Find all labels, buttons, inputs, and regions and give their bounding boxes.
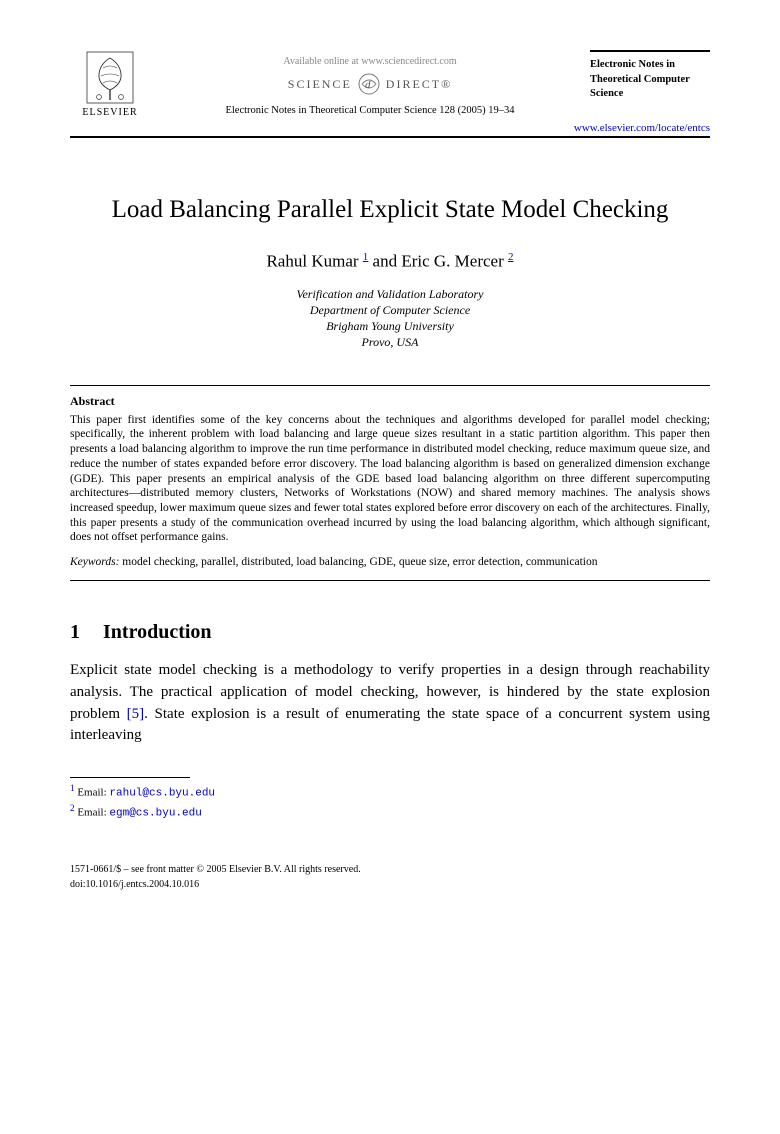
abstract-rule-bottom	[70, 580, 710, 581]
sciencedirect-logo: SCIENCE d DIRECT®	[288, 73, 452, 95]
footnote-2-label: Email:	[75, 807, 110, 819]
footnote-1: 1 Email: rahul@cs.byu.edu	[70, 782, 710, 802]
sd-left: SCIENCE	[288, 77, 352, 92]
affiliation-line-3: Brigham Young University	[70, 318, 710, 334]
svg-text:d: d	[365, 79, 373, 91]
section-1-title: Introduction	[103, 621, 212, 643]
author-2-footnote-link[interactable]: 2	[508, 251, 514, 263]
authors-line: Rahul Kumar 1 and Eric G. Mercer 2	[70, 251, 710, 272]
section-1-paragraph: Explicit state model checking is a metho…	[70, 660, 710, 747]
affiliation-line-1: Verification and Validation Laboratory	[70, 286, 710, 302]
footer-block: 1571-0661/$ – see front matter © 2005 El…	[70, 862, 710, 892]
author-1-footnote-link[interactable]: 1	[363, 251, 369, 263]
paper-title: Load Balancing Parallel Explicit State M…	[70, 194, 710, 225]
affiliation-block: Verification and Validation Laboratory D…	[70, 286, 710, 351]
abstract-rule-top	[70, 385, 710, 386]
author-2-name: Eric G. Mercer	[401, 252, 503, 271]
affiliation-line-4: Provo, USA	[70, 334, 710, 350]
elsevier-tree-icon	[85, 50, 135, 105]
journal-sidebar-name: Electronic Notes in Theoretical Computer…	[590, 50, 710, 102]
footnote-2: 2 Email: egm@cs.byu.edu	[70, 802, 710, 822]
abstract-text: This paper first identifies some of the …	[70, 413, 710, 545]
header-divider	[70, 136, 710, 138]
author-1-name: Rahul Kumar	[266, 252, 358, 271]
locate-link[interactable]: www.elsevier.com/locate/entcs	[574, 122, 710, 134]
locate-link-line: www.elsevier.com/locate/entcs	[70, 122, 710, 134]
available-online-text: Available online at www.sciencedirect.co…	[150, 56, 590, 67]
keywords-text: model checking, parallel, distributed, l…	[119, 556, 597, 568]
publisher-name: ELSEVIER	[82, 107, 137, 118]
footnote-1-email-link[interactable]: rahul@cs.byu.edu	[109, 788, 215, 800]
footnote-2-email-link[interactable]: egm@cs.byu.edu	[109, 808, 201, 820]
footnotes-rule	[70, 777, 190, 778]
footer-copyright: 1571-0661/$ – see front matter © 2005 El…	[70, 862, 710, 877]
center-header: Available online at www.sciencedirect.co…	[150, 50, 590, 116]
paper-page: ELSEVIER Available online at www.science…	[0, 0, 780, 932]
author-conjunction: and	[373, 252, 402, 271]
abstract-heading: Abstract	[70, 394, 710, 409]
sciencedirect-swirl-icon: d	[358, 73, 380, 95]
footnote-1-label: Email:	[75, 787, 110, 799]
keywords-label: Keywords:	[70, 556, 119, 568]
keywords-line: Keywords: model checking, parallel, dist…	[70, 555, 710, 570]
footer-doi: doi:10.1016/j.entcs.2004.10.016	[70, 877, 710, 892]
affiliation-line-2: Department of Computer Science	[70, 302, 710, 318]
section-1-number: 1	[70, 621, 98, 644]
header-row: ELSEVIER Available online at www.science…	[70, 50, 710, 118]
publisher-block: ELSEVIER	[70, 50, 150, 118]
sd-right: DIRECT®	[386, 77, 452, 92]
journal-reference: Electronic Notes in Theoretical Computer…	[150, 105, 590, 116]
section-1-heading: 1 Introduction	[70, 621, 710, 644]
citation-5-link[interactable]: [5]	[127, 706, 145, 722]
